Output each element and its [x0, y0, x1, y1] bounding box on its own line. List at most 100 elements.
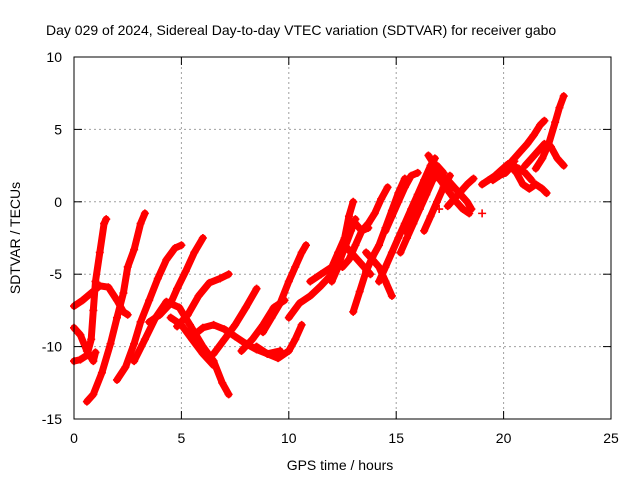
data-point [433, 197, 442, 206]
data-point [291, 335, 300, 344]
data-point [375, 277, 384, 286]
series-band [253, 321, 306, 362]
data-point [400, 226, 409, 235]
series-track [531, 92, 568, 173]
data-point [173, 284, 182, 293]
data-point [368, 255, 377, 264]
data-point [533, 147, 542, 156]
data-point [527, 176, 536, 185]
data-point [121, 362, 130, 371]
data-point [443, 176, 452, 185]
data-point [450, 183, 459, 192]
series-track [435, 205, 444, 214]
data-point [274, 354, 283, 363]
data-point [284, 346, 293, 355]
data-point [394, 197, 403, 206]
data-point [407, 171, 416, 180]
data-point [140, 335, 149, 344]
data-point [317, 270, 326, 279]
data-point [89, 357, 98, 366]
data-point [478, 209, 487, 218]
data-point [153, 274, 162, 283]
data-point [295, 299, 304, 308]
data-point [194, 291, 203, 300]
data-point [130, 357, 139, 366]
series-track [259, 241, 310, 337]
y-tick-label: 5 [54, 121, 62, 137]
data-point [529, 131, 538, 140]
data-point [521, 168, 530, 177]
y-axis-label: SDTVAR / TECUs [7, 182, 23, 294]
x-tick-label: 10 [281, 430, 297, 446]
data-point [267, 313, 276, 322]
data-point [355, 287, 364, 296]
data-point [112, 375, 121, 384]
data-point [553, 154, 562, 163]
data-point [357, 226, 366, 235]
data-point [536, 121, 545, 130]
data-point [306, 277, 315, 286]
data-point [531, 164, 540, 173]
data-point [540, 116, 549, 125]
data-point [510, 154, 519, 163]
data-point [559, 92, 568, 101]
chart-title: Day 029 of 2024, Sidereal Day-to-day VTE… [46, 22, 556, 38]
series-track [478, 209, 487, 218]
data-point [463, 197, 472, 206]
y-tick-label: -15 [42, 411, 62, 427]
data-point [435, 205, 444, 214]
data-point [198, 323, 207, 332]
data-point [559, 161, 568, 170]
series-track [445, 186, 454, 195]
data-point [387, 291, 396, 300]
data-point [173, 322, 182, 331]
x-axis-label: GPS time / hours [287, 457, 394, 473]
data-point [347, 248, 356, 257]
data-point [237, 346, 246, 355]
data-point [78, 296, 87, 305]
data-point [82, 351, 91, 360]
data-point [209, 320, 218, 329]
x-tick-label: 5 [178, 430, 186, 446]
x-tick-label: 25 [603, 430, 619, 446]
data-point [413, 168, 422, 177]
data-point [104, 283, 113, 292]
data-point [170, 244, 179, 253]
data-point [87, 335, 96, 344]
data-point [145, 296, 154, 305]
y-tick-label: 0 [54, 194, 62, 210]
data-point [521, 161, 530, 170]
data-point [445, 186, 454, 195]
data-point [353, 255, 362, 264]
data-point [407, 219, 416, 228]
data-point [327, 277, 336, 286]
series-track [362, 248, 396, 300]
data-point [241, 303, 250, 312]
data-point [100, 219, 109, 228]
data-point [377, 194, 386, 203]
series-track [173, 270, 233, 331]
data-point [465, 209, 474, 218]
data-point [76, 355, 85, 364]
data-marks [70, 92, 568, 406]
data-point [544, 139, 553, 148]
data-point [531, 180, 540, 189]
data-point [89, 390, 98, 399]
data-point [555, 103, 564, 112]
series-track [145, 234, 207, 326]
data-point [387, 212, 396, 221]
data-point [209, 361, 218, 370]
data-point [426, 212, 435, 221]
data-point [181, 267, 190, 276]
data-point [400, 183, 409, 192]
data-point [284, 313, 293, 322]
series-band [375, 154, 439, 285]
data-point [450, 194, 459, 203]
data-point [136, 219, 145, 228]
data-point [433, 171, 442, 180]
data-point [205, 278, 214, 287]
data-point [523, 139, 532, 148]
data-point [458, 205, 467, 214]
series-track [112, 241, 186, 384]
